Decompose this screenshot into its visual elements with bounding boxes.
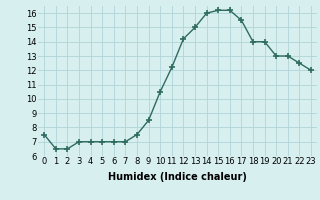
X-axis label: Humidex (Indice chaleur): Humidex (Indice chaleur)	[108, 172, 247, 182]
